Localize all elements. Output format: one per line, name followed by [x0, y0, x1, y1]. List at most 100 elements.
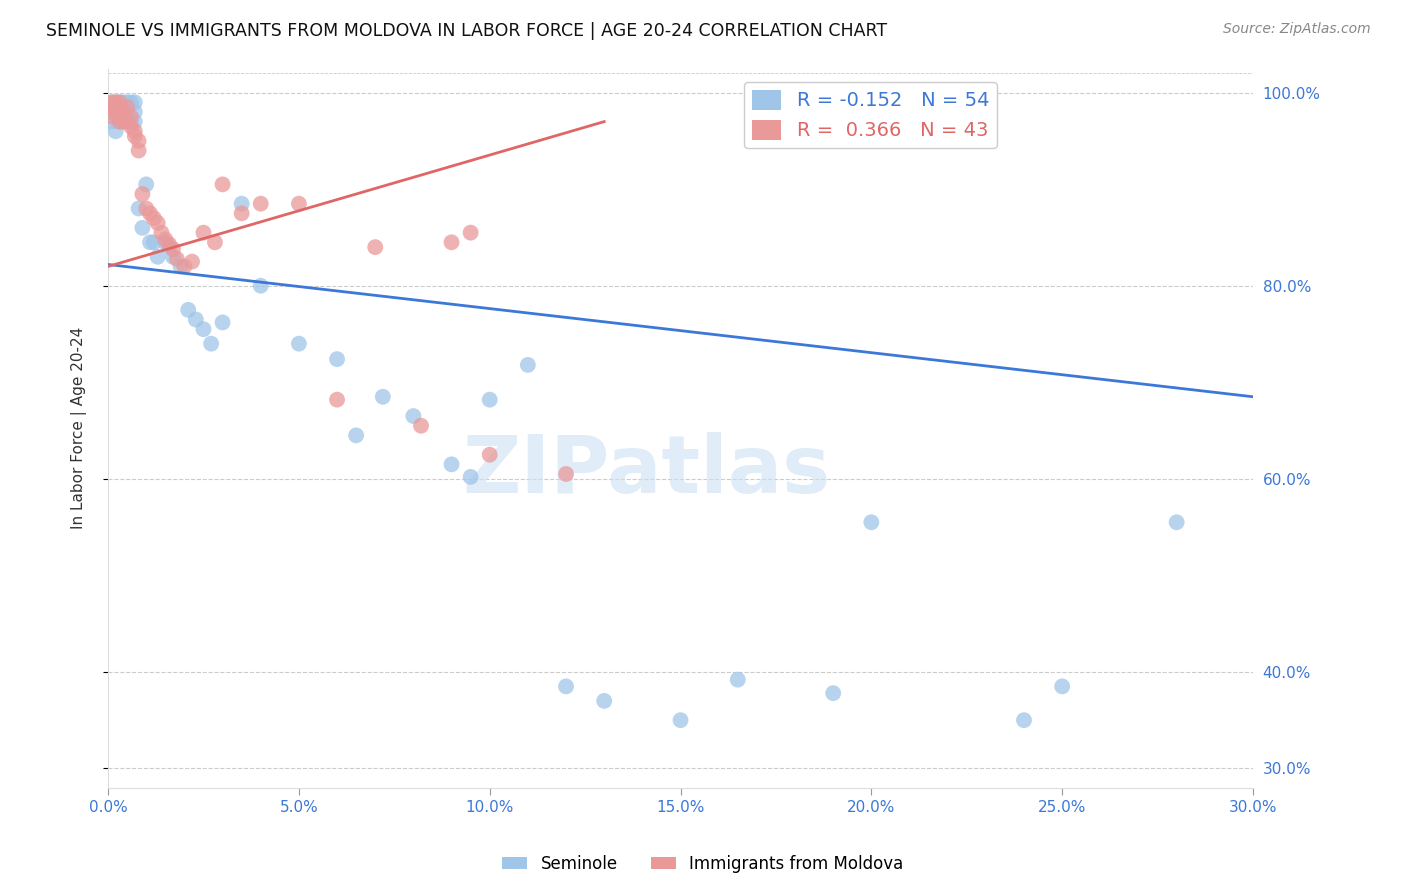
- Point: [555, 679, 578, 693]
- Point: [108, 114, 131, 128]
- Point: [104, 105, 127, 120]
- Point: [516, 358, 538, 372]
- Point: [344, 428, 367, 442]
- Point: [162, 242, 184, 256]
- Point: [184, 312, 207, 326]
- Point: [150, 226, 173, 240]
- Point: [120, 110, 142, 124]
- Point: [108, 100, 131, 114]
- Point: [101, 100, 124, 114]
- Point: [326, 392, 349, 407]
- Point: [177, 302, 200, 317]
- Point: [115, 100, 138, 114]
- Point: [124, 129, 146, 144]
- Point: [142, 235, 165, 250]
- Point: [860, 515, 883, 529]
- Point: [112, 105, 135, 120]
- Point: [112, 114, 135, 128]
- Point: [128, 134, 150, 148]
- Point: [120, 95, 142, 110]
- Text: ZIPatlas: ZIPatlas: [463, 433, 831, 510]
- Point: [231, 196, 253, 211]
- Point: [104, 95, 127, 110]
- Point: [139, 206, 162, 220]
- Point: [593, 694, 616, 708]
- Point: [181, 254, 204, 268]
- Text: Source: ZipAtlas.com: Source: ZipAtlas.com: [1223, 22, 1371, 37]
- Point: [478, 392, 501, 407]
- Point: [155, 232, 177, 246]
- Point: [131, 220, 153, 235]
- Point: [402, 409, 425, 423]
- Point: [211, 178, 233, 192]
- Point: [173, 260, 195, 274]
- Point: [231, 206, 253, 220]
- Point: [101, 95, 124, 110]
- Point: [1050, 679, 1073, 693]
- Point: [193, 322, 215, 336]
- Point: [166, 252, 188, 266]
- Point: [157, 237, 180, 252]
- Point: [155, 235, 177, 250]
- Point: [460, 226, 482, 240]
- Point: [162, 250, 184, 264]
- Point: [200, 336, 222, 351]
- Point: [135, 178, 157, 192]
- Point: [104, 105, 127, 120]
- Legend: Seminole, Immigrants from Moldova: Seminole, Immigrants from Moldova: [496, 848, 910, 880]
- Point: [1166, 515, 1188, 529]
- Point: [440, 458, 463, 472]
- Legend: R = -0.152   N = 54, R =  0.366   N = 43: R = -0.152 N = 54, R = 0.366 N = 43: [744, 82, 997, 148]
- Point: [124, 114, 146, 128]
- Point: [204, 235, 226, 250]
- Point: [823, 686, 845, 700]
- Point: [364, 240, 387, 254]
- Point: [249, 196, 271, 211]
- Point: [249, 278, 271, 293]
- Point: [128, 202, 150, 216]
- Point: [101, 110, 124, 124]
- Point: [108, 95, 131, 110]
- Point: [409, 418, 432, 433]
- Point: [288, 336, 311, 351]
- Point: [135, 202, 157, 216]
- Point: [169, 260, 191, 274]
- Point: [128, 144, 150, 158]
- Point: [1012, 713, 1035, 727]
- Point: [211, 315, 233, 329]
- Point: [104, 95, 127, 110]
- Point: [115, 114, 138, 128]
- Point: [112, 114, 135, 128]
- Point: [124, 95, 146, 110]
- Y-axis label: In Labor Force | Age 20-24: In Labor Force | Age 20-24: [72, 327, 87, 529]
- Point: [157, 240, 180, 254]
- Point: [326, 352, 349, 367]
- Point: [108, 95, 131, 110]
- Point: [142, 211, 165, 226]
- Point: [115, 95, 138, 110]
- Point: [440, 235, 463, 250]
- Point: [120, 114, 142, 128]
- Point: [112, 105, 135, 120]
- Point: [669, 713, 692, 727]
- Point: [288, 196, 311, 211]
- Point: [101, 105, 124, 120]
- Point: [146, 216, 169, 230]
- Point: [371, 390, 394, 404]
- Point: [108, 114, 131, 128]
- Point: [108, 105, 131, 120]
- Point: [120, 120, 142, 134]
- Point: [727, 673, 749, 687]
- Point: [124, 105, 146, 120]
- Point: [115, 105, 138, 120]
- Point: [131, 187, 153, 202]
- Point: [555, 467, 578, 481]
- Point: [139, 235, 162, 250]
- Point: [101, 95, 124, 110]
- Point: [112, 95, 135, 110]
- Point: [104, 124, 127, 138]
- Point: [193, 226, 215, 240]
- Point: [101, 114, 124, 128]
- Text: SEMINOLE VS IMMIGRANTS FROM MOLDOVA IN LABOR FORCE | AGE 20-24 CORRELATION CHART: SEMINOLE VS IMMIGRANTS FROM MOLDOVA IN L…: [46, 22, 887, 40]
- Point: [478, 448, 501, 462]
